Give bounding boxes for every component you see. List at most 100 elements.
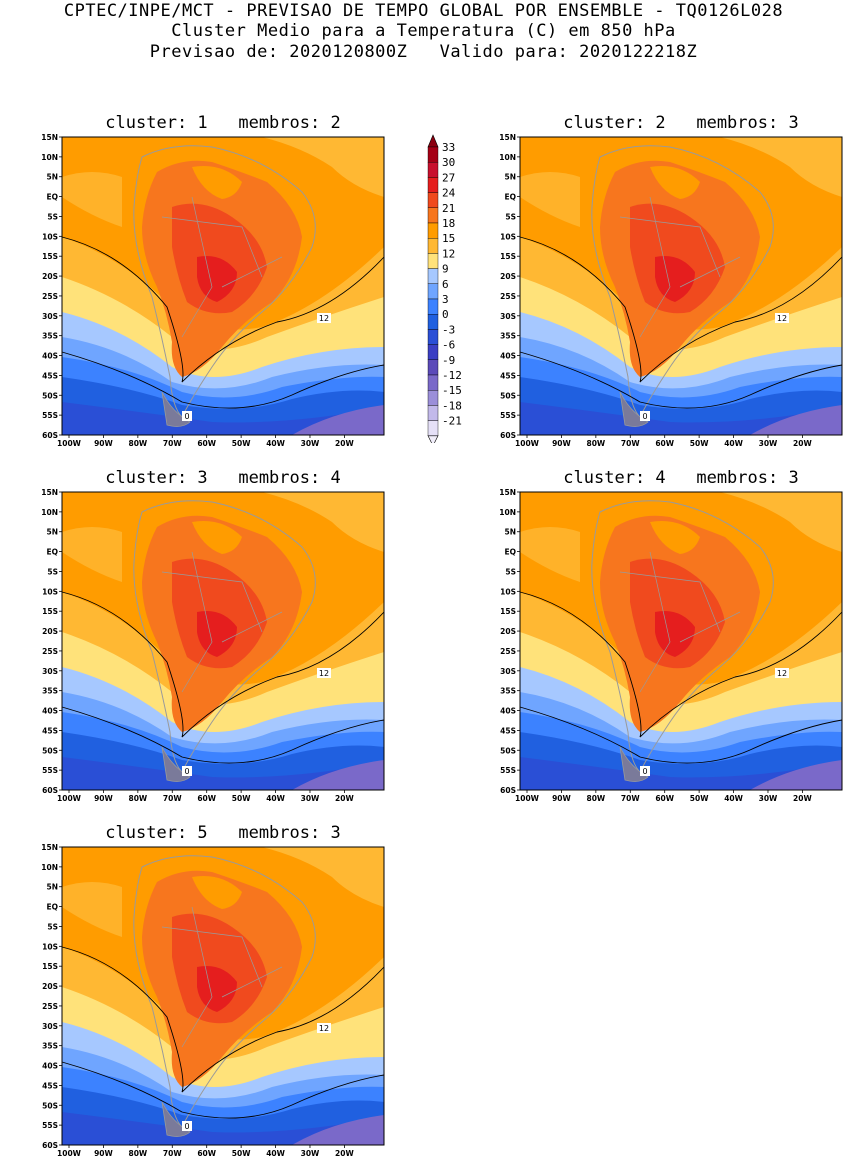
colorbar-segment bbox=[427, 207, 439, 224]
lon-tick-label: 60W bbox=[655, 794, 674, 803]
panel-title: cluster: 2 membros: 3 bbox=[563, 113, 799, 133]
lon-tick-label: 70W bbox=[163, 794, 182, 803]
lon-tick-label: 30W bbox=[759, 794, 778, 803]
lon-tick-label: 20W bbox=[335, 1149, 354, 1157]
lat-tick-label: 15N bbox=[41, 133, 58, 142]
lon-tick-label: 80W bbox=[128, 439, 147, 448]
lat-tick-label: 55S bbox=[500, 766, 516, 775]
lon-tick-label: 100W bbox=[515, 794, 540, 803]
lon-tick-label: 30W bbox=[301, 439, 320, 448]
lon-tick-label: 30W bbox=[759, 439, 778, 448]
contour-0-line bbox=[61, 351, 385, 409]
colorbar-label: 24 bbox=[442, 187, 456, 200]
cluster-map: 12 0 15N 10N 5N EQ 5S 10S 15S 20S 25S 30S 35S 40S 45S 5… bbox=[41, 133, 385, 448]
lat-tick-label: 35S bbox=[42, 687, 58, 696]
lat-tick-label: 40S bbox=[42, 707, 58, 716]
lon-tick-label: 40W bbox=[266, 1149, 285, 1157]
colorbar-label: 33 bbox=[442, 141, 455, 154]
lon-tick-label: 20W bbox=[793, 794, 812, 803]
lat-tick-label: 5S bbox=[47, 922, 58, 931]
lat-tick-label: 40S bbox=[42, 1062, 58, 1071]
lat-tick-label: 50S bbox=[42, 391, 58, 400]
contour-label-12: 12 bbox=[317, 668, 331, 678]
lon-tick-label: 80W bbox=[128, 794, 147, 803]
contour-0-line bbox=[61, 1061, 385, 1119]
lat-tick-label: 45S bbox=[42, 726, 58, 735]
colorbar-label: -21 bbox=[442, 415, 462, 428]
svg-text:0: 0 bbox=[184, 767, 189, 776]
lat-tick-label: 5N bbox=[505, 173, 517, 182]
colorbar-segment bbox=[427, 344, 439, 361]
lat-tick-label: 5S bbox=[505, 212, 516, 221]
lon-tick-label: 20W bbox=[335, 439, 354, 448]
colorbar-segment bbox=[427, 192, 439, 208]
lat-tick-label: EQ bbox=[505, 193, 517, 202]
cluster-map-panel: 12 0 15N 10N 5N EQ 5S 10S 15S 20S 25S 30S 35S 40S 45S 5… bbox=[499, 488, 843, 803]
lon-tick-label: 60W bbox=[197, 794, 216, 803]
lat-tick-label: 60S bbox=[500, 786, 516, 795]
lon-tick-label: 60W bbox=[197, 1149, 216, 1157]
colorbar-segment bbox=[427, 298, 439, 315]
cluster-map: 12 0 15N 10N 5N EQ 5S 10S 15S 20S 25S 30S 35S 40S 45S 5… bbox=[499, 133, 843, 448]
lat-tick-label: 20S bbox=[42, 982, 58, 991]
lon-tick-label: 20W bbox=[335, 794, 354, 803]
lat-tick-label: 10S bbox=[42, 587, 58, 596]
lat-tick-label: 35S bbox=[500, 687, 516, 696]
colorbar-label: 3 bbox=[442, 293, 449, 306]
svg-text:12: 12 bbox=[777, 314, 787, 323]
lat-tick-label: 10S bbox=[500, 587, 516, 596]
lat-tick-label: 25S bbox=[500, 647, 516, 656]
lat-tick-label: 15S bbox=[500, 252, 516, 261]
lat-tick-label: 60S bbox=[42, 786, 58, 795]
lon-tick-label: 50W bbox=[232, 794, 251, 803]
contour-12-line bbox=[61, 946, 385, 1093]
lon-tick-label: 90W bbox=[552, 794, 571, 803]
colorbar-label: 15 bbox=[442, 232, 455, 245]
lat-tick-label: 35S bbox=[42, 332, 58, 341]
colorbar-label: -15 bbox=[442, 384, 462, 397]
lat-tick-label: 10N bbox=[41, 153, 58, 162]
lat-tick-label: 15N bbox=[41, 843, 58, 852]
contour-12-line bbox=[519, 591, 843, 738]
lat-tick-label: 50S bbox=[500, 391, 516, 400]
lat-tick-label: EQ bbox=[47, 548, 59, 557]
colorbar-segment bbox=[427, 374, 439, 391]
cluster-map-panel: 12 0 15N 10N 5N EQ 5S 10S 15S 20S 25S 30S 35S 40S 45S 5… bbox=[41, 488, 385, 803]
lat-tick-label: 30S bbox=[42, 667, 58, 676]
lat-tick-label: 40S bbox=[500, 707, 516, 716]
lon-tick-label: 40W bbox=[724, 794, 743, 803]
colorbar-bottom-arrow bbox=[427, 435, 439, 447]
colorbar-segment bbox=[427, 283, 439, 300]
contour-label-12: 12 bbox=[775, 313, 789, 323]
figure-title-line1: CPTEC/INPE/MCT - PREVISAO DE TEMPO GLOBA… bbox=[63, 1, 784, 21]
colorbar-segment bbox=[427, 359, 439, 376]
contour-12-line bbox=[61, 236, 385, 383]
svg-text:0: 0 bbox=[184, 1122, 189, 1131]
colorbar-top-arrow bbox=[427, 134, 439, 148]
colorbar-segment bbox=[427, 253, 439, 269]
lat-tick-label: 50S bbox=[500, 746, 516, 755]
lon-tick-label: 30W bbox=[301, 1149, 320, 1157]
figure-title-line2: Cluster Medio para a Temperatura (C) em … bbox=[171, 21, 676, 41]
lon-tick-label: 50W bbox=[690, 439, 709, 448]
contour-label-12: 12 bbox=[317, 1023, 331, 1033]
panel-title: cluster: 4 membros: 3 bbox=[563, 468, 799, 488]
lon-tick-label: 40W bbox=[724, 439, 743, 448]
contour-label-0: 0 bbox=[640, 766, 650, 776]
lat-tick-label: 45S bbox=[42, 1081, 58, 1090]
svg-text:0: 0 bbox=[642, 412, 647, 421]
colorbar-segment bbox=[427, 268, 439, 285]
lat-tick-label: 25S bbox=[500, 292, 516, 301]
lon-tick-label: 80W bbox=[128, 1149, 147, 1157]
lat-tick-label: 5S bbox=[47, 567, 58, 576]
lat-tick-label: 15S bbox=[42, 962, 58, 971]
lat-tick-label: 60S bbox=[500, 431, 516, 440]
lat-tick-label: 60S bbox=[42, 1141, 58, 1150]
lat-tick-label: 5N bbox=[47, 883, 59, 892]
lon-tick-label: 90W bbox=[94, 439, 113, 448]
lon-tick-label: 90W bbox=[94, 794, 113, 803]
svg-text:12: 12 bbox=[319, 314, 329, 323]
colorbar-label: 27 bbox=[442, 171, 455, 184]
lat-tick-label: 45S bbox=[42, 371, 58, 380]
